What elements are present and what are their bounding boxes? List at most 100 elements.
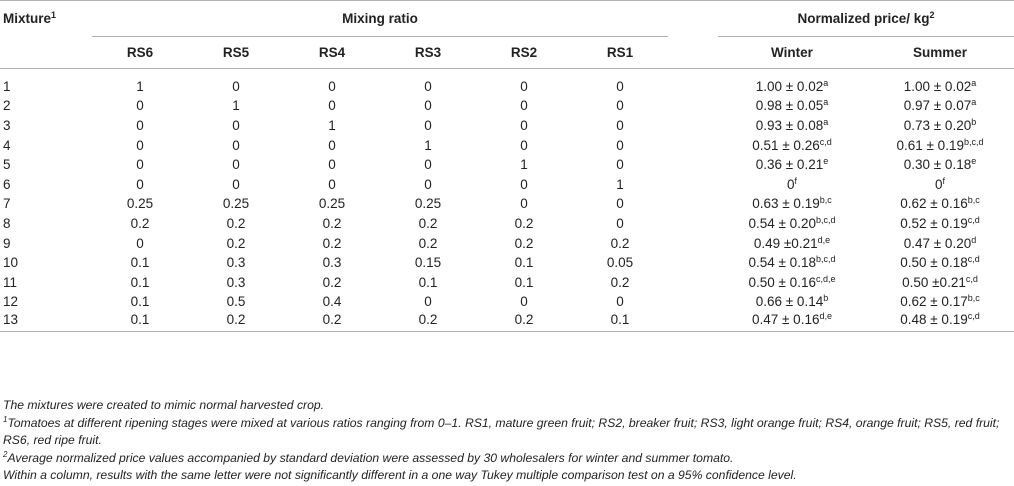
mixture-id: 11 [3, 274, 18, 290]
col-header-winter: Winter [718, 36, 866, 69]
ratio-cell: 0 [616, 98, 624, 114]
table-row: 5 0 0 0 0 1 0 0.36 ± 0.21e 0.30 ± 0.18e [0, 155, 1014, 175]
col-header-mixture: Mixture1 [0, 0, 92, 37]
mixture-id: 1 [3, 78, 11, 94]
winter-price-cell: 0.54 ± 0.20b,c,d [748, 214, 836, 231]
ratio-cell: 0 [424, 176, 432, 192]
winter-price-cell: 0.93 ± 0.08a [755, 116, 829, 133]
ratio-cell: 0.1 [130, 294, 150, 310]
winter-price-cell: 0.98 ± 0.05a [755, 97, 829, 114]
ratio-cell: 0 [616, 196, 624, 212]
winter-price-cell: 0.51 ± 0.26c,d [752, 136, 832, 153]
mixture-id: 3 [3, 117, 11, 133]
ratio-cell: 0 [520, 117, 528, 133]
ratio-cell: 1 [616, 176, 624, 192]
winter-price-cell: 0.47 ± 0.16d,e [718, 311, 866, 332]
ratio-cell: 0.25 [414, 196, 442, 212]
ratio-cell: 0 [328, 157, 336, 173]
ratio-cell: 0.2 [610, 274, 630, 290]
ratio-cell: 0 [616, 78, 624, 94]
winter-price-cell: 0.49 ±0.21d,e [753, 234, 831, 251]
ratio-cell: 0 [520, 137, 528, 153]
ratio-cell: 0.2 [284, 311, 380, 332]
ratio-cell: 0.3 [226, 274, 246, 290]
ratio-cell: 0 [136, 176, 144, 192]
ratio-cell: 0.2 [514, 235, 534, 251]
ratio-cell: 1 [232, 98, 240, 114]
mixture-id: 12 [3, 294, 19, 310]
summer-price-cell: 0.61 ± 0.19b,c,d [896, 136, 984, 153]
ratio-cell: 0 [424, 157, 432, 173]
ratio-cell: 0 [520, 196, 528, 212]
ratio-cell: 0.3 [322, 255, 342, 271]
winter-price-cell: 0.36 ± 0.21e [755, 156, 829, 173]
summer-price-cell: 1.00 ± 0.02a [903, 77, 977, 94]
col-header-rs2: RS2 [476, 36, 572, 69]
table-row: 11 0.1 0.3 0.2 0.1 0.1 0.2 0.50 ± 0.16c,d,e 0.50… [0, 272, 1014, 292]
ratio-cell: 0.1 [130, 255, 150, 271]
note-general: The mixtures were created to mimic norma… [3, 398, 325, 412]
ratio-cell: 0.1 [92, 311, 188, 332]
ratio-cell: 0.05 [606, 255, 634, 271]
table-row: 4 0 0 0 1 0 0 0.51 ± 0.26c,d 0.61 ± 0.19b,c,d [0, 135, 1014, 155]
summer-price-cell: 0.73 ± 0.20b [903, 116, 977, 133]
ratio-cell: 0 [424, 294, 432, 310]
ratio-cell: 0.2 [188, 311, 284, 332]
ratio-cell: 0 [136, 235, 144, 251]
ratio-cell: 0.2 [380, 311, 476, 332]
ratio-cell: 0 [520, 98, 528, 114]
table-row: 13 0.1 0.2 0.2 0.2 0.2 0.1 0.47 ± 0.16d,e 0.48 ±… [0, 311, 1014, 332]
ratio-cell: 0.1 [514, 274, 534, 290]
summer-price-cell: 0f [934, 175, 946, 192]
table-row: 7 0.25 0.25 0.25 0.25 0 0 0.63 ± 0.19b,c 0.62 ± … [0, 194, 1014, 214]
col-header-rs5: RS5 [188, 36, 284, 69]
ratio-cell: 0.2 [322, 235, 342, 251]
summer-price-cell: 0.30 ± 0.18e [903, 156, 977, 173]
ratio-cell: 1 [328, 117, 336, 133]
ratio-cell: 0 [424, 78, 432, 94]
ratio-cell: 0 [616, 294, 624, 310]
table-row: 1 1 0 0 0 0 0 1.00 ± 0.02a 1.00 ± 0.02a [0, 77, 1014, 97]
winter-price-cell: 0.66 ± 0.14b [755, 293, 829, 310]
ratio-cell: 0 [136, 117, 144, 133]
mixture-id: 5 [3, 157, 11, 173]
ratio-cell: 0 [616, 215, 624, 231]
ratio-cell: 0 [520, 78, 528, 94]
col-header-rs1: RS1 [572, 36, 668, 69]
ratio-cell: 0.25 [318, 196, 346, 212]
ratio-cell: 1 [136, 78, 144, 94]
ratio-cell: 0 [520, 176, 528, 192]
table-row: 2 0 1 0 0 0 0 0.98 ± 0.05a 0.97 ± 0.07a [0, 96, 1014, 116]
ratio-cell: 0 [616, 137, 624, 153]
ratio-cell: 0 [136, 137, 144, 153]
ratio-cell: 1 [424, 137, 432, 153]
ratio-cell: 0.2 [514, 215, 534, 231]
col-header-summer: Summer [866, 36, 1014, 69]
summer-price-cell: 0.50 ± 0.18c,d [900, 254, 980, 271]
summer-price-cell: 0.48 ± 0.19c,d [866, 311, 1014, 332]
mixture-id: 7 [3, 196, 11, 212]
header-row-2: RS6 RS5 RS4 RS3 RS2 RS1 Winter Summer [0, 36, 1014, 69]
col-header-rs3: RS3 [380, 36, 476, 69]
ratio-cell: 0.1 [418, 274, 438, 290]
ratio-cell: 0 [232, 137, 240, 153]
ratio-cell: 0.2 [418, 235, 438, 251]
ratio-cell: 0.4 [322, 294, 342, 310]
ratio-cell: 0.1 [514, 255, 534, 271]
ratio-cell: 0 [232, 176, 240, 192]
table-row: 8 0.2 0.2 0.2 0.2 0.2 0 0.54 ± 0.20b,c,d 0.52 ± … [0, 214, 1014, 234]
ratio-cell: 0.25 [126, 196, 154, 212]
summer-price-cell: 0.62 ± 0.17b,c [900, 293, 980, 310]
footnote-1: 1Tomatoes at different ripening stages w… [3, 414, 1000, 447]
note-statistics: Within a column, results with the same l… [3, 468, 797, 482]
ratio-cell: 0.2 [610, 235, 630, 251]
ratio-cell: 0 [328, 176, 336, 192]
ratio-cell: 0.2 [226, 215, 246, 231]
table-row: 12 0.1 0.5 0.4 0 0 0 0.66 ± 0.14b 0.62 ± 0.17b,c [0, 292, 1014, 312]
winter-price-cell: 0.54 ± 0.18b,c,d [748, 254, 836, 271]
summer-price-cell: 0.97 ± 0.07a [903, 97, 977, 114]
ratio-cell: 0.2 [322, 215, 342, 231]
table-row: 3 0 0 1 0 0 0 0.93 ± 0.08a 0.73 ± 0.20b [0, 116, 1014, 136]
ratio-cell: 0.5 [226, 294, 246, 310]
